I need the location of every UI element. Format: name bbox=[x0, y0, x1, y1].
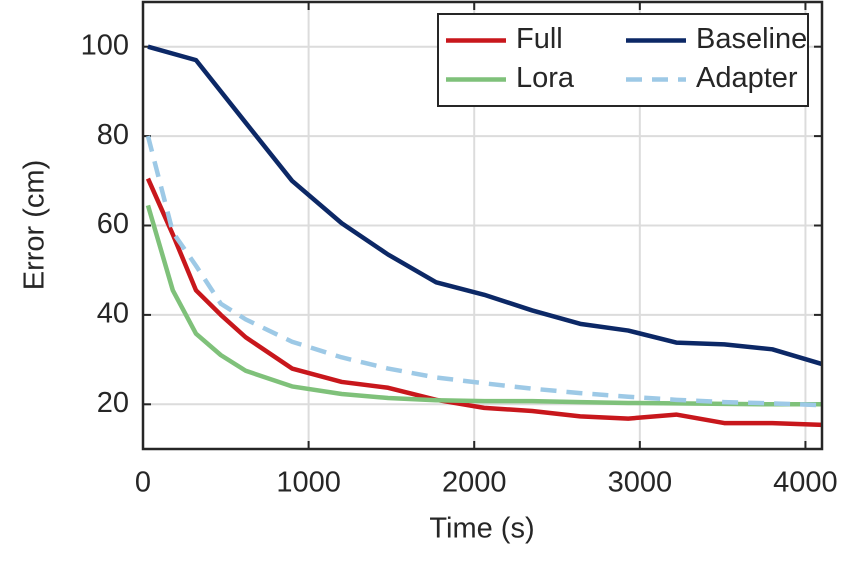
legend-label: Adapter bbox=[696, 62, 798, 94]
x-tick-label: 1000 bbox=[276, 467, 341, 499]
series-line bbox=[145, 177, 823, 428]
x-tick-label: 4000 bbox=[773, 467, 838, 499]
y-tick-label: 20 bbox=[97, 387, 129, 419]
legend: Full Baseline Lora Adapter bbox=[437, 13, 809, 107]
legend-label: Lora bbox=[516, 62, 575, 94]
y-tick-label: 60 bbox=[97, 208, 129, 240]
legend-box bbox=[437, 13, 809, 107]
legend-label: Baseline bbox=[696, 23, 807, 55]
plot-frame bbox=[141, 0, 824, 451]
series-line bbox=[145, 204, 822, 407]
series-line bbox=[145, 135, 823, 408]
y-axis-label: Error (cm) bbox=[19, 160, 51, 290]
y-tick-label: 100 bbox=[81, 29, 129, 61]
x-axis-label: Time (s) bbox=[429, 513, 534, 545]
y-tick-label: 40 bbox=[97, 298, 129, 330]
legend-label: Full bbox=[516, 23, 563, 55]
y-tick-label: 80 bbox=[97, 119, 129, 151]
x-tick-label: 3000 bbox=[608, 467, 673, 499]
x-tick-label: 0 bbox=[135, 467, 151, 499]
series-line bbox=[147, 44, 823, 367]
x-tick-label: 2000 bbox=[442, 467, 507, 499]
